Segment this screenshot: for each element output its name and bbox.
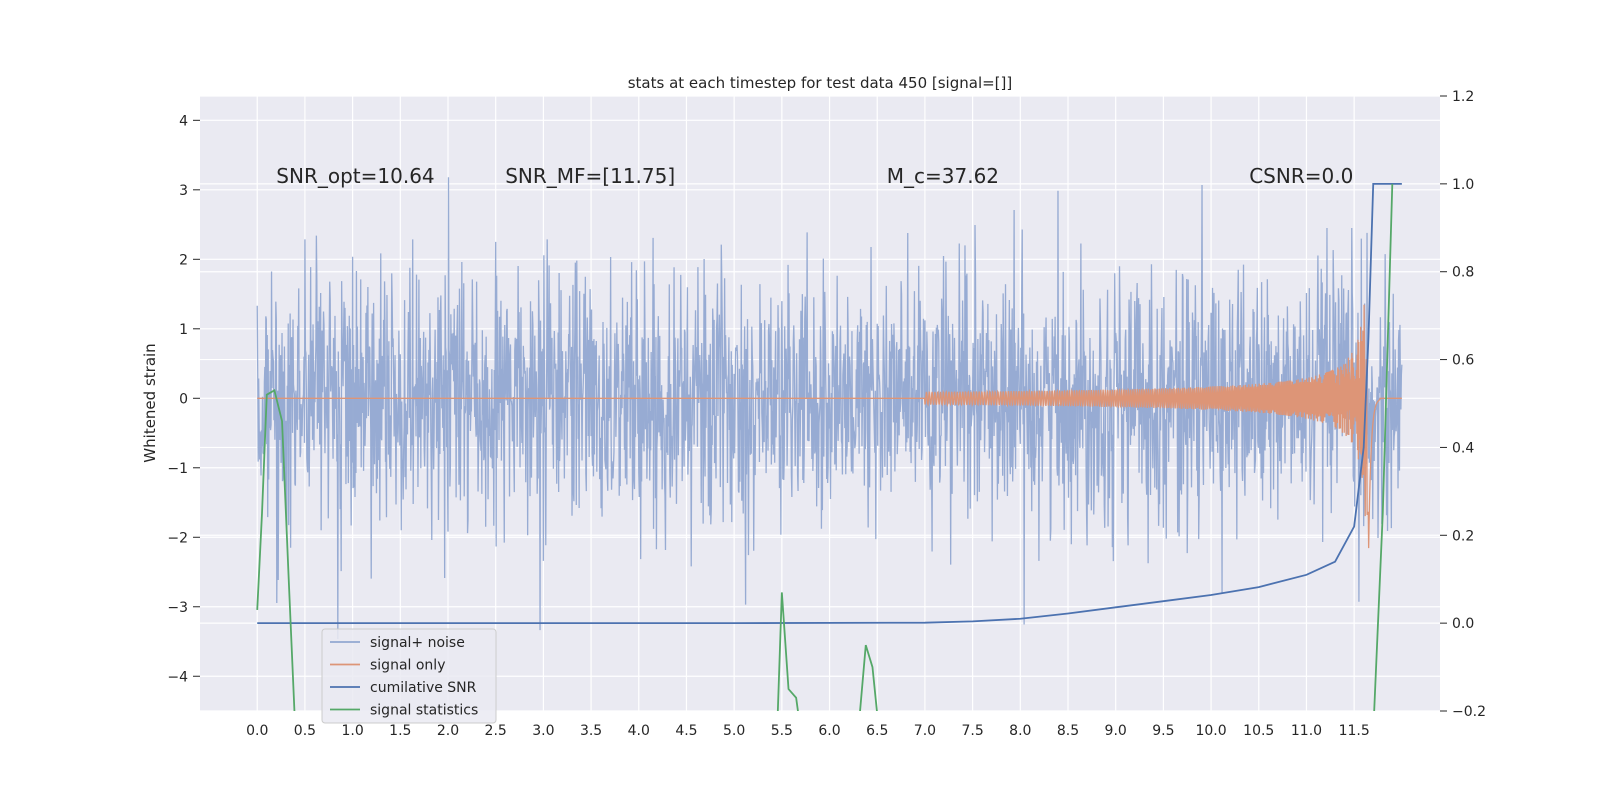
y-right-tick-label: 0.0 (1452, 616, 1474, 632)
annotation: SNR_MF=[11.75] (505, 164, 675, 188)
x-tick-label: 3.0 (532, 723, 554, 739)
y-right-tick-label: 1.0 (1452, 177, 1474, 193)
annotations: SNR_opt=10.64 SNR_MF=[11.75] M_c=37.62 CSNR… (276, 164, 1353, 188)
x-tick-label: 2.0 (437, 723, 459, 739)
annotation: CSNR=0.0 (1249, 164, 1353, 188)
x-tick-label: 7.5 (961, 723, 983, 739)
ticks: 0.0 0.5 1.0 1.5 2.0 2.5 3.0 3.5 4.0 4.5 5.0 5.5 6.0 6… (167, 89, 1486, 739)
x-tick-label: 1.5 (389, 723, 411, 739)
x-tick-label: 6.0 (818, 723, 840, 739)
y-tick-label: 2 (179, 252, 188, 268)
legend-label: cumilative SNR (370, 680, 477, 696)
legend-label: signal statistics (370, 703, 478, 719)
x-tick-label: 8.5 (1057, 723, 1079, 739)
x-tick-label: 9.5 (1152, 723, 1174, 739)
x-tick-label: 5.0 (723, 723, 745, 739)
y-tick-label: −4 (167, 669, 188, 685)
legend: signal+ noise signal only cumilative SNR si… (321, 628, 497, 724)
y-tick-label: −1 (167, 461, 188, 477)
x-tick-label: 0.0 (246, 723, 268, 739)
x-tick-label: 10.0 (1195, 723, 1226, 739)
x-tick-label: 7.0 (914, 723, 936, 739)
x-tick-label: 3.5 (580, 723, 602, 739)
y-tick-label: −2 (167, 530, 188, 546)
x-tick-label: 1.0 (341, 723, 363, 739)
series-signal-only (257, 304, 1402, 549)
chart-title: stats at each timestep for test data 450… (628, 74, 1013, 92)
x-tick-label: 8.0 (1009, 723, 1031, 739)
x-tick-label: 10.5 (1243, 723, 1274, 739)
x-tick-label: 11.5 (1339, 723, 1370, 739)
y-right-tick-label: 0.4 (1452, 440, 1474, 456)
annotation: M_c=37.62 (887, 164, 999, 188)
x-tick-label: 6.5 (866, 723, 888, 739)
y-tick-label: −3 (167, 600, 188, 616)
y-axis-label: Whitened strain (141, 343, 159, 462)
series-cumulative-snr (257, 182, 1402, 625)
y-right-tick-label: 0.8 (1452, 265, 1474, 281)
y-right-tick-label: −0.2 (1452, 704, 1486, 720)
y-tick-label: 0 (179, 391, 188, 407)
legend-label: signal+ noise (370, 635, 465, 651)
y-right-tick-label: 0.6 (1452, 353, 1474, 369)
x-tick-label: 11.0 (1291, 723, 1322, 739)
x-tick-label: 5.5 (771, 723, 793, 739)
y-tick-label: 1 (179, 322, 188, 338)
series-signal-statistics (256, 183, 1394, 711)
series-signal-noise (256, 177, 1403, 640)
x-tick-label: 9.0 (1105, 723, 1127, 739)
legend-label: signal only (370, 658, 445, 674)
x-tick-label: 4.5 (675, 723, 697, 739)
y-tick-label: 3 (179, 183, 188, 199)
y-tick-label: 4 (179, 113, 188, 129)
y-right-tick-label: 0.2 (1452, 528, 1474, 544)
plot-lines (256, 177, 1403, 711)
y-right-tick-label: 1.2 (1452, 89, 1474, 105)
x-tick-label: 4.0 (628, 723, 650, 739)
annotation: SNR_opt=10.64 (276, 164, 434, 188)
x-tick-label: 0.5 (294, 723, 316, 739)
x-tick-label: 2.5 (485, 723, 507, 739)
legend-box (321, 628, 497, 724)
